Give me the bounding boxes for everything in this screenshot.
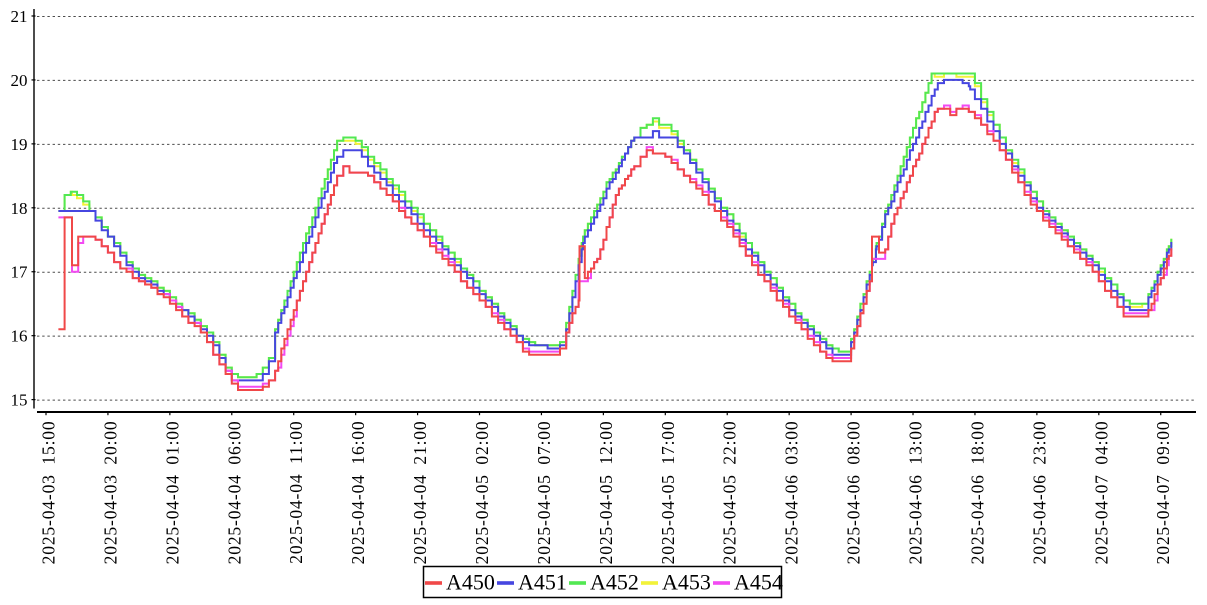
svg-text:2025-04-05 22:00: 2025-04-05 22:00 — [720, 421, 740, 565]
svg-text:A453: A453 — [662, 570, 711, 595]
svg-text:2025-04-05 12:00: 2025-04-05 12:00 — [596, 421, 616, 565]
svg-text:20: 20 — [11, 71, 28, 90]
svg-text:16: 16 — [11, 327, 28, 346]
svg-text:17: 17 — [11, 263, 29, 282]
svg-text:2025-04-03 20:00: 2025-04-03 20:00 — [100, 421, 120, 565]
svg-text:2025-04-06 18:00: 2025-04-06 18:00 — [967, 421, 987, 565]
svg-text:2025-04-06 23:00: 2025-04-06 23:00 — [1029, 421, 1049, 565]
svg-text:2025-04-05 07:00: 2025-04-05 07:00 — [534, 421, 554, 565]
svg-text:2025-04-05 02:00: 2025-04-05 02:00 — [472, 421, 492, 565]
svg-text:A450: A450 — [446, 570, 495, 595]
svg-text:2025-04-06 13:00: 2025-04-06 13:00 — [906, 421, 926, 565]
svg-text:A451: A451 — [518, 570, 567, 595]
svg-text:A452: A452 — [590, 570, 639, 595]
svg-text:21: 21 — [11, 7, 28, 26]
svg-text:19: 19 — [11, 135, 28, 154]
svg-text:15: 15 — [11, 391, 28, 410]
svg-text:2025-04-04 06:00: 2025-04-04 06:00 — [224, 421, 244, 565]
svg-text:2025-04-06 03:00: 2025-04-06 03:00 — [782, 421, 802, 565]
svg-text:2025-04-05 17:00: 2025-04-05 17:00 — [658, 421, 678, 565]
svg-text:2025-04-07 09:00: 2025-04-07 09:00 — [1153, 421, 1173, 565]
svg-text:2025-04-04 21:00: 2025-04-04 21:00 — [410, 421, 430, 565]
svg-text:2025-04-07 04:00: 2025-04-07 04:00 — [1091, 421, 1111, 565]
svg-text:2025-04-04 11:00: 2025-04-04 11:00 — [286, 421, 306, 564]
svg-text:2025-04-04 01:00: 2025-04-04 01:00 — [162, 421, 182, 565]
svg-text:2025-04-03 15:00: 2025-04-03 15:00 — [39, 421, 59, 565]
svg-text:2025-04-04 16:00: 2025-04-04 16:00 — [348, 421, 368, 565]
svg-text:2025-04-06 08:00: 2025-04-06 08:00 — [844, 421, 864, 565]
svg-text:18: 18 — [11, 199, 28, 218]
svg-text:A454: A454 — [734, 570, 783, 595]
